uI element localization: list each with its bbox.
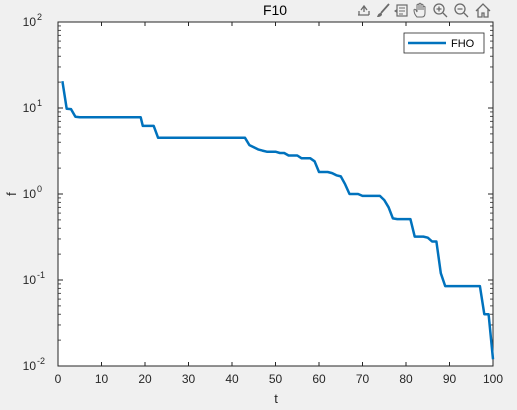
- x-tick-label: 70: [356, 372, 370, 386]
- y-tick-label: 10: [23, 187, 37, 201]
- x-tick-label: 100: [483, 372, 503, 386]
- y-tick-label: 10: [23, 359, 37, 373]
- y-tick-label: 10: [23, 101, 37, 115]
- x-tick-label: 10: [95, 372, 109, 386]
- chart-title: F10: [263, 2, 287, 18]
- y-tick-label: 10: [23, 15, 37, 29]
- legend-label-fho: FHO: [451, 38, 475, 50]
- x-axis-label: t: [274, 391, 278, 406]
- plot-area[interactable]: [57, 21, 494, 367]
- series-line-fho: [61, 81, 495, 360]
- y-axis-label: f: [4, 192, 19, 196]
- y-tick-exponent: -2: [37, 356, 45, 366]
- x-tick-label: 20: [138, 372, 152, 386]
- y-tick-label: 10: [23, 273, 37, 287]
- y-tick-exponent: 0: [37, 184, 42, 194]
- y-tick-exponent: 2: [37, 12, 42, 22]
- home-icon[interactable]: [474, 2, 491, 19]
- axes-toolbar: [355, 2, 491, 19]
- y-tick-exponent: -1: [37, 270, 45, 280]
- x-tick-label: 80: [399, 372, 413, 386]
- x-tick-label: 40: [225, 372, 239, 386]
- zoom-out-icon[interactable]: [453, 2, 470, 19]
- x-tick-label: 0: [55, 372, 62, 386]
- pan-icon[interactable]: [412, 2, 429, 19]
- legend[interactable]: FHO: [403, 32, 485, 54]
- x-tick-label: 50: [269, 372, 283, 386]
- zoom-in-icon[interactable]: [432, 2, 449, 19]
- x-tick-label: 60: [312, 372, 326, 386]
- x-tick-label: 30: [182, 372, 196, 386]
- export-icon[interactable]: [355, 2, 372, 19]
- datatip-icon[interactable]: [393, 2, 410, 19]
- x-tick-label: 90: [443, 372, 457, 386]
- y-tick-exponent: 1: [37, 98, 42, 108]
- brush-icon[interactable]: [374, 2, 391, 19]
- series-layer: [61, 81, 495, 360]
- x-axis-ticks: 0 10 20 30 40 50 60 70 80 90 100: [55, 22, 503, 386]
